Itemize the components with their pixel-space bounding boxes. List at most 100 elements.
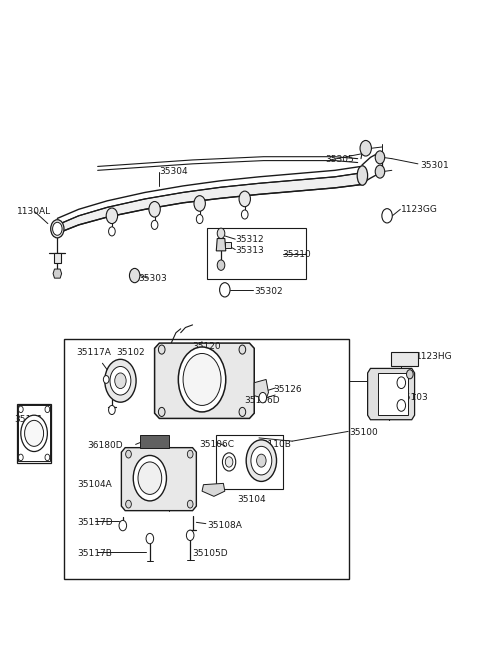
Bar xyxy=(18,405,50,461)
Polygon shape xyxy=(57,173,361,233)
Text: 35126: 35126 xyxy=(273,384,302,394)
Circle shape xyxy=(225,457,233,467)
Circle shape xyxy=(126,450,132,458)
Circle shape xyxy=(158,345,165,354)
Circle shape xyxy=(187,500,193,508)
Text: 35108A: 35108A xyxy=(207,521,241,530)
Circle shape xyxy=(239,345,246,354)
Text: 35117D: 35117D xyxy=(78,518,113,527)
Polygon shape xyxy=(202,483,225,496)
Text: 35106D: 35106D xyxy=(245,396,280,405)
Circle shape xyxy=(187,450,193,458)
Text: 35310: 35310 xyxy=(283,250,312,259)
Text: 35103: 35103 xyxy=(399,393,428,402)
Text: 35302: 35302 xyxy=(254,288,283,296)
Text: 35106C: 35106C xyxy=(200,440,235,449)
Circle shape xyxy=(105,360,136,402)
Text: 35117B: 35117B xyxy=(78,549,113,558)
Text: 35104A: 35104A xyxy=(78,480,112,489)
Text: 35117A: 35117A xyxy=(76,348,111,357)
Circle shape xyxy=(21,415,48,451)
Circle shape xyxy=(375,151,384,164)
Text: 35312: 35312 xyxy=(235,235,264,244)
Circle shape xyxy=(179,347,226,412)
Circle shape xyxy=(110,366,131,395)
Circle shape xyxy=(130,269,140,283)
Polygon shape xyxy=(225,242,230,248)
Text: 35304: 35304 xyxy=(159,167,188,176)
Text: 35301: 35301 xyxy=(420,160,449,170)
Circle shape xyxy=(219,283,230,297)
Polygon shape xyxy=(378,373,408,415)
Bar xyxy=(64,339,349,580)
Circle shape xyxy=(397,400,406,411)
Circle shape xyxy=(149,202,160,217)
Circle shape xyxy=(246,440,276,481)
Polygon shape xyxy=(53,269,61,278)
Text: 35105D: 35105D xyxy=(192,549,228,558)
Circle shape xyxy=(196,214,203,223)
Bar xyxy=(216,436,283,489)
Bar xyxy=(207,228,306,279)
Ellipse shape xyxy=(357,166,368,185)
Circle shape xyxy=(103,375,109,383)
Circle shape xyxy=(158,407,165,417)
Text: 35303: 35303 xyxy=(138,274,167,284)
Circle shape xyxy=(382,209,392,223)
Circle shape xyxy=(375,165,384,178)
Circle shape xyxy=(239,191,251,207)
Circle shape xyxy=(151,220,158,229)
Circle shape xyxy=(106,208,118,223)
Circle shape xyxy=(251,446,272,475)
Polygon shape xyxy=(54,253,61,263)
Polygon shape xyxy=(254,379,268,399)
Circle shape xyxy=(360,140,372,156)
Text: 36180D: 36180D xyxy=(87,441,123,450)
Circle shape xyxy=(222,453,236,471)
Circle shape xyxy=(126,500,132,508)
Circle shape xyxy=(239,407,246,417)
Bar xyxy=(391,352,419,366)
Circle shape xyxy=(24,421,44,446)
Text: 35104: 35104 xyxy=(238,495,266,504)
Polygon shape xyxy=(121,447,196,511)
Bar xyxy=(140,435,169,447)
Circle shape xyxy=(108,227,115,236)
Circle shape xyxy=(257,454,266,467)
Text: 35100: 35100 xyxy=(349,428,378,437)
Text: 1123GG: 1123GG xyxy=(401,205,438,214)
Circle shape xyxy=(45,406,50,413)
Circle shape xyxy=(45,454,50,460)
Polygon shape xyxy=(368,368,415,420)
Circle shape xyxy=(115,373,126,388)
Circle shape xyxy=(183,354,221,405)
Circle shape xyxy=(397,377,406,388)
Text: 35120: 35120 xyxy=(192,343,221,352)
Circle shape xyxy=(108,405,115,415)
Circle shape xyxy=(53,222,62,235)
Circle shape xyxy=(217,228,225,238)
Text: 35313: 35313 xyxy=(235,246,264,255)
Circle shape xyxy=(146,533,154,544)
Circle shape xyxy=(194,196,205,212)
Circle shape xyxy=(138,462,162,495)
Circle shape xyxy=(133,455,167,501)
Text: 35110B: 35110B xyxy=(257,440,291,449)
Circle shape xyxy=(119,520,127,531)
Text: 35102: 35102 xyxy=(117,348,145,357)
Polygon shape xyxy=(155,343,254,419)
Circle shape xyxy=(18,454,23,460)
Circle shape xyxy=(259,392,266,403)
Bar xyxy=(17,404,51,462)
Text: 35101: 35101 xyxy=(14,415,43,424)
Circle shape xyxy=(241,210,248,219)
Circle shape xyxy=(18,406,23,413)
Circle shape xyxy=(217,260,225,271)
Text: 1130AL: 1130AL xyxy=(17,208,51,216)
Circle shape xyxy=(407,369,413,379)
Ellipse shape xyxy=(51,219,64,238)
Text: 1123HG: 1123HG xyxy=(416,352,452,361)
Circle shape xyxy=(186,530,194,540)
Polygon shape xyxy=(216,238,226,251)
Text: 35305: 35305 xyxy=(325,155,354,164)
